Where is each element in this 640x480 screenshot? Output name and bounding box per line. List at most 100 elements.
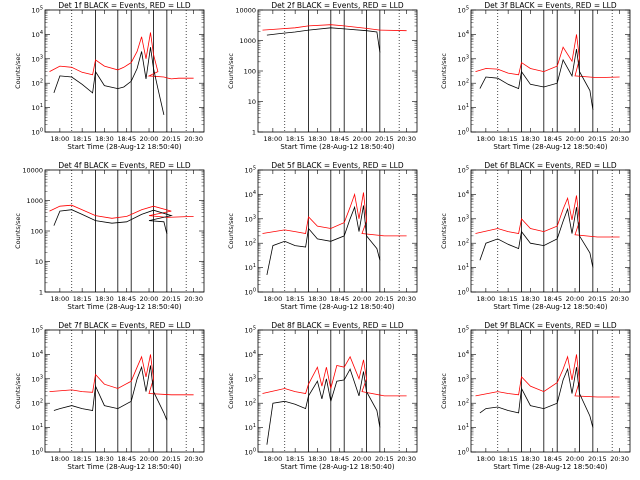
y-tick-label: 10000 [235,7,256,15]
x-axis-label: Start Time (28-Aug-12 18:50:40) [280,303,394,311]
y-tick-label: 104 [32,350,43,359]
x-axis-label: Start Time (28-Aug-12 18:50:40) [280,143,394,151]
lld-series-line [262,192,407,237]
y-tick-label: 104 [458,30,469,39]
y-tick-label: 101 [32,103,43,112]
x-tick-label: 18:15 [499,135,518,143]
y-tick-label: 1000 [239,37,256,45]
x-tick-label: 20:00 [140,455,159,463]
y-tick-label: 101 [458,423,469,432]
x-tick-label: 18:15 [286,455,305,463]
y-axis-label: Counts/sec [227,213,235,249]
detector-panel-3: Det 3f BLACK = Events, RED = LLD 100 101 10… [440,1,631,151]
panel-title: Det 3f BLACK = Events, RED = LLD [484,1,617,10]
y-tick-label: 1 [39,289,43,297]
x-tick-label: 20:30 [610,135,629,143]
y-tick-label: 100 [458,288,469,297]
events-series-line [479,207,594,268]
x-tick-label: 20:30 [610,295,629,303]
plot-frame [257,169,418,293]
x-tick-label: 20:15 [162,295,181,303]
y-tick-label: 100 [245,448,256,457]
x-tick-label: 18:30 [95,295,114,303]
x-tick-label: 18:30 [308,455,327,463]
y-tick-label: 10 [35,258,43,266]
y-tick-label: 101 [245,423,256,432]
events-series-line [266,205,381,275]
x-tick-label: 18:45 [117,295,136,303]
y-tick-label: 102 [458,399,469,408]
x-tick-label: 20:00 [566,135,585,143]
detector-panel-1: Det 1f BLACK = Events, RED = LLD 100 101 10… [14,1,205,151]
y-tick-label: 101 [32,423,43,432]
x-tick-label: 18:00 [50,135,69,143]
y-tick-label: 103 [245,374,256,383]
x-tick-label: 20:15 [375,455,394,463]
events-series-line [53,47,165,115]
y-tick-label: 101 [245,263,256,272]
y-axis-label: Counts/sec [227,53,235,89]
x-tick-label: 18:15 [73,295,92,303]
x-tick-label: 20:15 [588,295,607,303]
x-axis-label: Start Time (28-Aug-12 18:50:40) [67,143,181,151]
detector-panel-4: Det 4f BLACK = Events, RED = LLD 1 10 100 10… [14,161,205,311]
panel-title: Det 4f BLACK = Events, RED = LLD [58,161,191,170]
lld-series-line [49,204,194,219]
events-series-line [266,368,381,445]
detector-panel-6: Det 6f BLACK = Events, RED = LLD 100 101 10… [440,161,631,311]
y-tick-label: 105 [458,326,469,335]
x-axis-label: Start Time (28-Aug-12 18:50:40) [493,303,607,311]
lld-series-line [262,24,407,32]
panel-title: Det 2f BLACK = Events, RED = LLD [271,1,404,10]
x-axis-label: Start Time (28-Aug-12 18:50:40) [493,143,607,151]
x-tick-label: 18:00 [50,455,69,463]
y-axis-label: Counts/sec [14,53,22,89]
x-tick-label: 18:45 [117,455,136,463]
x-tick-label: 18:00 [263,135,282,143]
events-series-line [53,209,173,235]
y-tick-label: 103 [32,54,43,63]
events-series-line [53,365,168,421]
x-axis-label: Start Time (28-Aug-12 18:50:40) [493,463,607,471]
y-tick-label: 103 [458,214,469,223]
x-tick-label: 20:15 [162,455,181,463]
x-tick-label: 18:00 [263,455,282,463]
lld-series-line [475,34,620,79]
x-tick-label: 18:30 [308,135,327,143]
plot-frame [257,329,418,453]
y-tick-label: 105 [32,6,43,15]
x-tick-label: 18:45 [330,295,349,303]
lld-series-line [475,354,620,398]
x-tick-label: 18:45 [330,455,349,463]
x-tick-label: 20:30 [397,455,416,463]
events-series-line [266,27,381,53]
y-tick-label: 100 [245,288,256,297]
y-tick-label: 105 [32,326,43,335]
lld-series-line [49,354,194,396]
y-tick-label: 100 [31,228,43,236]
y-tick-label: 100 [458,448,469,457]
y-axis-label: Counts/sec [14,373,22,409]
events-series-line [479,367,594,428]
detector-panel-9: Det 9f BLACK = Events, RED = LLD 100 101 10… [440,321,631,471]
plot-frame [44,329,205,453]
x-tick-label: 18:30 [521,295,540,303]
x-tick-label: 20:00 [353,455,372,463]
y-axis-label: Counts/sec [227,373,235,409]
y-tick-label: 100 [32,448,43,457]
y-tick-label: 1000 [26,197,43,205]
y-axis-label: Counts/sec [440,213,448,249]
y-tick-label: 103 [245,214,256,223]
x-tick-label: 20:00 [140,295,159,303]
y-tick-label: 105 [458,166,469,175]
panel-title: Det 6f BLACK = Events, RED = LLD [484,161,617,170]
y-tick-label: 100 [244,68,256,76]
plot-frame [470,9,631,133]
x-axis-label: Start Time (28-Aug-12 18:50:40) [280,463,394,471]
x-tick-label: 18:15 [73,455,92,463]
y-tick-label: 102 [245,239,256,248]
panel-title: Det 7f BLACK = Events, RED = LLD [58,321,191,330]
y-tick-label: 102 [458,79,469,88]
y-tick-label: 103 [458,374,469,383]
